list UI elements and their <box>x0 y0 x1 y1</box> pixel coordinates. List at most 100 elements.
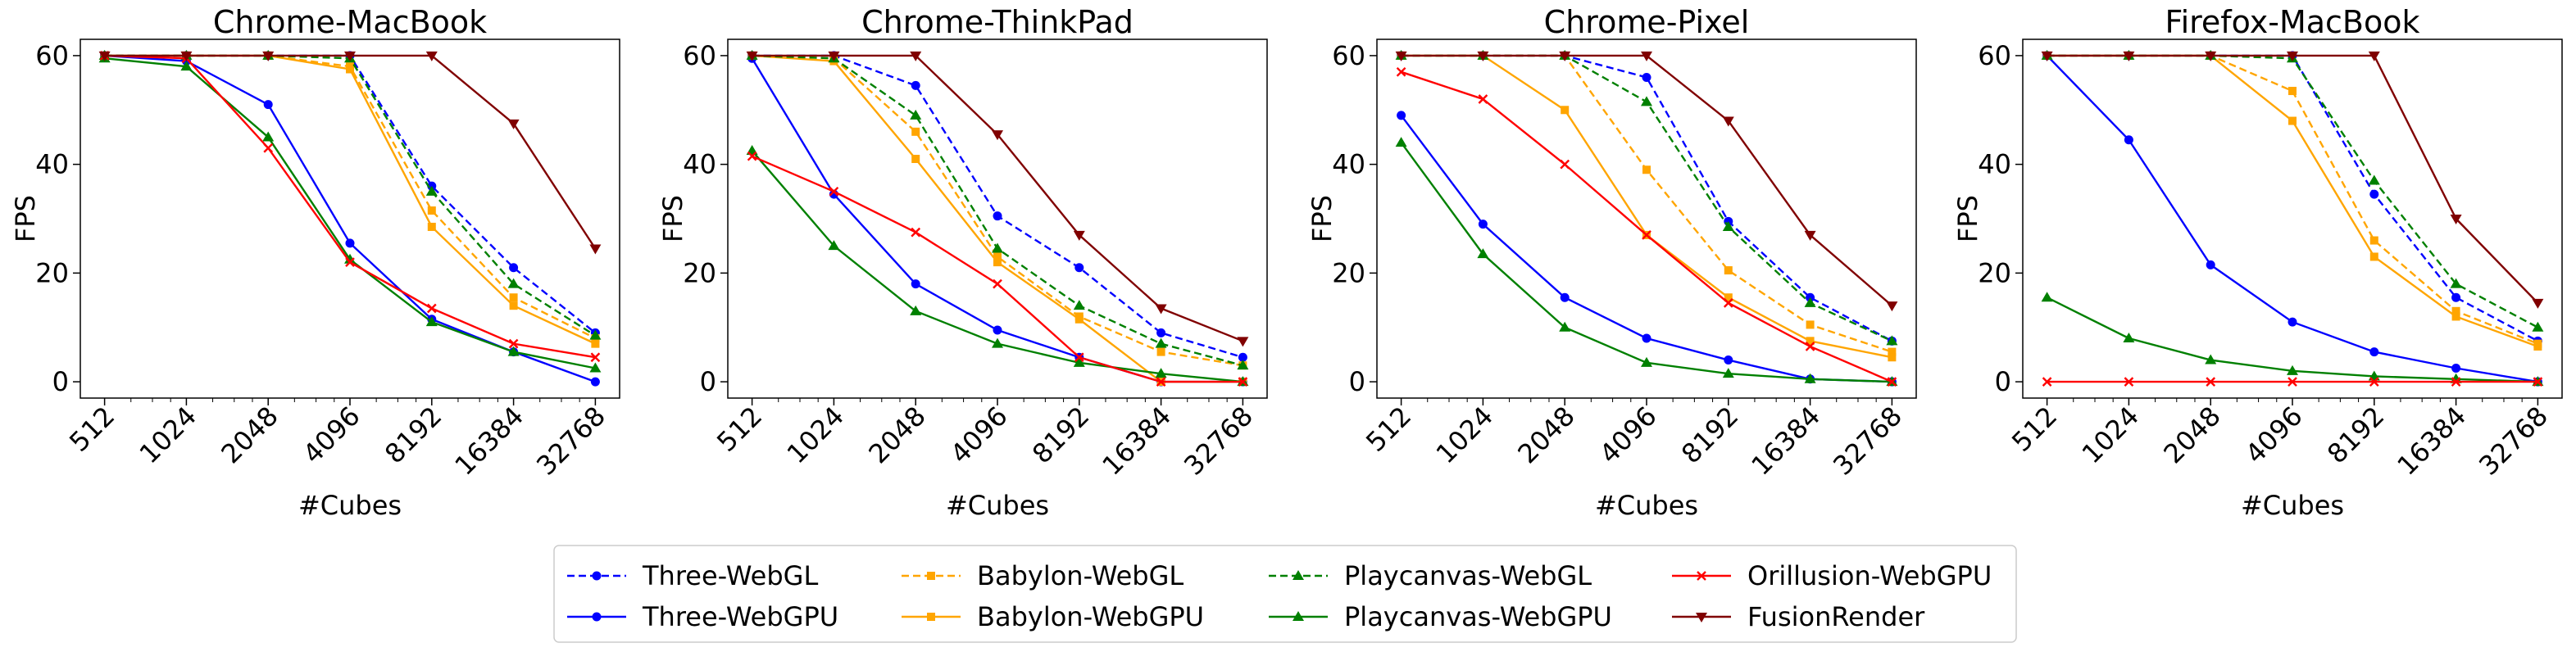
data-point <box>2533 342 2542 351</box>
data-point <box>911 155 920 163</box>
legend-label: Orillusion-WebGPU <box>1747 560 1992 591</box>
x-tick-label: 32768 <box>2473 401 2554 482</box>
data-point <box>344 253 356 264</box>
x-tick-label: 512 <box>1360 401 1417 458</box>
series-line <box>2047 54 2538 345</box>
data-point <box>425 185 438 196</box>
data-point <box>1238 377 1248 387</box>
data-point <box>1804 297 1816 307</box>
series-line <box>2047 54 2538 328</box>
data-point <box>1156 347 1165 356</box>
x-tick-label: 512 <box>63 401 120 458</box>
data-point <box>2206 377 2216 387</box>
legend-label: Babylon-WebGL <box>977 560 1184 591</box>
series-playcanvas-webgl <box>746 49 1249 370</box>
data-point <box>2287 51 2298 61</box>
legend-marker <box>1293 611 1304 621</box>
data-point <box>992 130 1003 141</box>
data-point <box>1806 337 1815 346</box>
x-tick-label: 16384 <box>1096 401 1177 482</box>
series-line <box>104 57 596 369</box>
data-point <box>1642 230 1651 240</box>
x-tick-label: 1024 <box>134 401 202 469</box>
data-point <box>2451 306 2460 315</box>
y-tick-label: 20 <box>1978 257 2011 288</box>
data-point <box>1559 321 1571 332</box>
series-line <box>104 54 597 250</box>
data-point <box>590 377 600 387</box>
x-tick-label: 2048 <box>1511 401 1580 469</box>
x-tick-label: 8192 <box>379 401 448 469</box>
x-tick-label: 16384 <box>1745 401 1826 482</box>
data-point <box>1722 220 1734 231</box>
series-line <box>752 54 1243 367</box>
y-axis-label: FPS <box>1306 195 1338 242</box>
y-tick-label: 60 <box>1332 40 1365 71</box>
data-point <box>2041 292 2053 302</box>
y-tick-label: 0 <box>52 366 69 397</box>
data-point <box>1641 96 1652 106</box>
data-point <box>509 301 518 310</box>
data-point <box>427 206 436 215</box>
y-tick-label: 40 <box>1332 149 1365 180</box>
data-point <box>2450 373 2462 383</box>
x-tick-label: 32768 <box>530 401 611 482</box>
data-point <box>425 316 438 327</box>
y-tick-label: 60 <box>683 40 716 71</box>
data-point <box>98 51 111 61</box>
series-playcanvas-webgpu <box>98 52 602 373</box>
data-point <box>427 222 436 231</box>
data-point <box>2450 215 2462 224</box>
data-point <box>911 227 921 238</box>
data-point <box>1074 315 1084 324</box>
data-point <box>589 244 602 255</box>
data-point <box>1477 248 1489 259</box>
legend-box <box>553 545 2017 643</box>
data-point <box>2451 292 2461 302</box>
data-point <box>2532 321 2544 332</box>
y-tick-label: 60 <box>1978 40 2011 71</box>
series-line <box>752 155 1243 383</box>
data-point <box>1478 94 1488 104</box>
data-point <box>1477 51 1489 61</box>
data-point <box>425 51 438 61</box>
series-line <box>104 54 596 383</box>
data-point <box>1155 304 1167 315</box>
data-point <box>1156 377 1166 387</box>
data-point <box>1722 368 1734 378</box>
data-point <box>2369 252 2378 261</box>
panel-2: Chrome-ThinkPad 512 1024 2048 4096 8192 16384 3… <box>657 4 1268 521</box>
data-point <box>1156 328 1166 337</box>
data-point <box>590 352 601 363</box>
data-point <box>911 80 920 90</box>
data-point <box>262 51 275 61</box>
legend-marker <box>1696 613 1707 623</box>
data-point <box>345 257 355 267</box>
y-tick-label: 20 <box>1332 257 1365 288</box>
legend-label: FusionRender <box>1747 601 1925 632</box>
data-point <box>1478 220 1488 229</box>
data-point <box>2288 317 2297 327</box>
data-point <box>1724 266 1733 275</box>
data-point <box>1561 106 1570 115</box>
data-point <box>1237 337 1249 347</box>
x-tick-label: 32768 <box>1827 401 1908 482</box>
legend-label: Playcanvas-WebGPU <box>1344 601 1612 632</box>
data-point <box>1074 352 1084 363</box>
data-point <box>911 279 920 289</box>
data-point <box>263 143 274 153</box>
data-point <box>1642 165 1651 174</box>
y-axis-label: FPS <box>10 195 41 242</box>
data-point <box>345 238 355 248</box>
series-babylon-webgl <box>100 51 600 342</box>
x-tick-label: 1024 <box>2076 401 2145 469</box>
x-tick-label: 4096 <box>1593 401 1662 469</box>
data-point <box>509 263 519 273</box>
y-tick-label: 40 <box>1978 149 2011 180</box>
panel-3: Chrome-Pixel 512 1024 2048 4096 8192 16384 3276… <box>1306 4 1917 521</box>
data-point <box>910 51 922 61</box>
x-tick-label: 4096 <box>944 401 1013 469</box>
legend-entry: FusionRender <box>1672 601 1925 632</box>
data-point <box>2288 87 2297 96</box>
